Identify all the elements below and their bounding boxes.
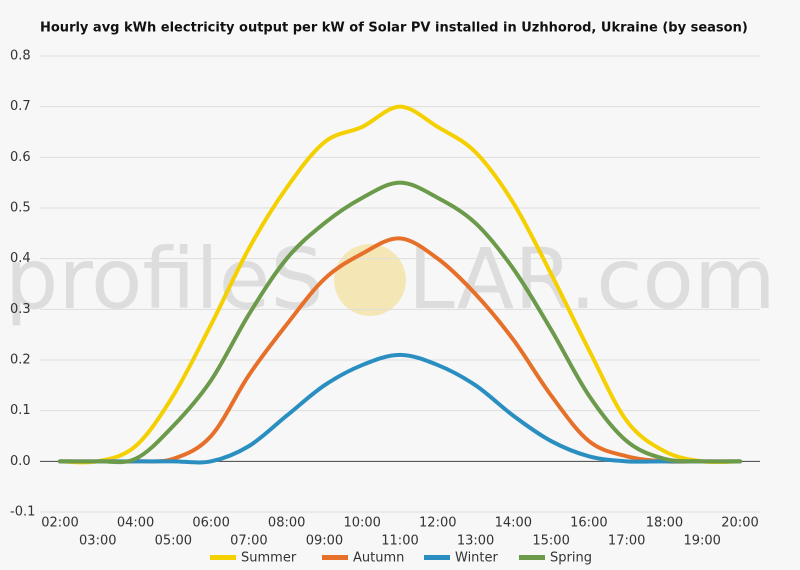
series-line <box>58 104 742 465</box>
x-tick-label: 02:00 <box>41 516 78 531</box>
y-tick-label: 0.8 <box>10 49 31 64</box>
y-tick-label: 0.5 <box>10 201 31 216</box>
x-tick-label: 06:00 <box>192 516 229 531</box>
x-tick-label: 19:00 <box>683 534 720 549</box>
x-tick-label: 13:00 <box>457 534 494 549</box>
series-line <box>58 352 742 465</box>
x-tick-label: 16:00 <box>570 516 607 531</box>
y-tick-label: 0.4 <box>10 251 31 266</box>
series-line <box>58 180 742 465</box>
y-tick-label: 0.6 <box>10 150 31 165</box>
legend-swatch <box>322 555 348 560</box>
x-tick-label: 15:00 <box>532 534 569 549</box>
y-tick-label: 0.3 <box>10 302 31 317</box>
watermark: profileS LAR.com <box>5 230 776 328</box>
y-tick-label: 0.1 <box>10 403 31 418</box>
chart-title: Hourly avg kWh electricity output per kW… <box>40 21 748 36</box>
x-tick-label: 17:00 <box>608 534 645 549</box>
x-tick-label: 10:00 <box>343 516 380 531</box>
legend-label: Winter <box>455 551 499 566</box>
x-tick-label: 03:00 <box>79 534 116 549</box>
x-tick-label: 14:00 <box>495 516 532 531</box>
y-tick-label: 0.2 <box>10 353 31 368</box>
y-tick-label: 0.0 <box>10 454 31 469</box>
x-tick-label: 12:00 <box>419 516 456 531</box>
y-tick-label: -0.1 <box>10 505 35 520</box>
x-tick-label: 05:00 <box>155 534 192 549</box>
legend-swatch <box>424 555 450 560</box>
legend-label: Spring <box>550 551 592 566</box>
x-tick-label: 09:00 <box>306 534 343 549</box>
legend-swatch <box>519 555 545 560</box>
legend-label: Autumn <box>353 551 404 566</box>
y-tick-label: 0.7 <box>10 99 31 114</box>
x-tick-label: 04:00 <box>117 516 154 531</box>
x-tick-label: 07:00 <box>230 534 267 549</box>
watermark-text: profileS <box>5 230 324 328</box>
x-tick-label: 08:00 <box>268 516 305 531</box>
watermark-sun <box>334 244 406 316</box>
x-tick-label: 18:00 <box>646 516 683 531</box>
legend-swatch <box>210 555 236 560</box>
watermark-text: LAR.com <box>408 230 776 328</box>
legend-label: Summer <box>241 551 297 566</box>
x-tick-label: 11:00 <box>381 534 418 549</box>
x-tick-label: 20:00 <box>721 516 758 531</box>
series-line <box>58 236 742 464</box>
